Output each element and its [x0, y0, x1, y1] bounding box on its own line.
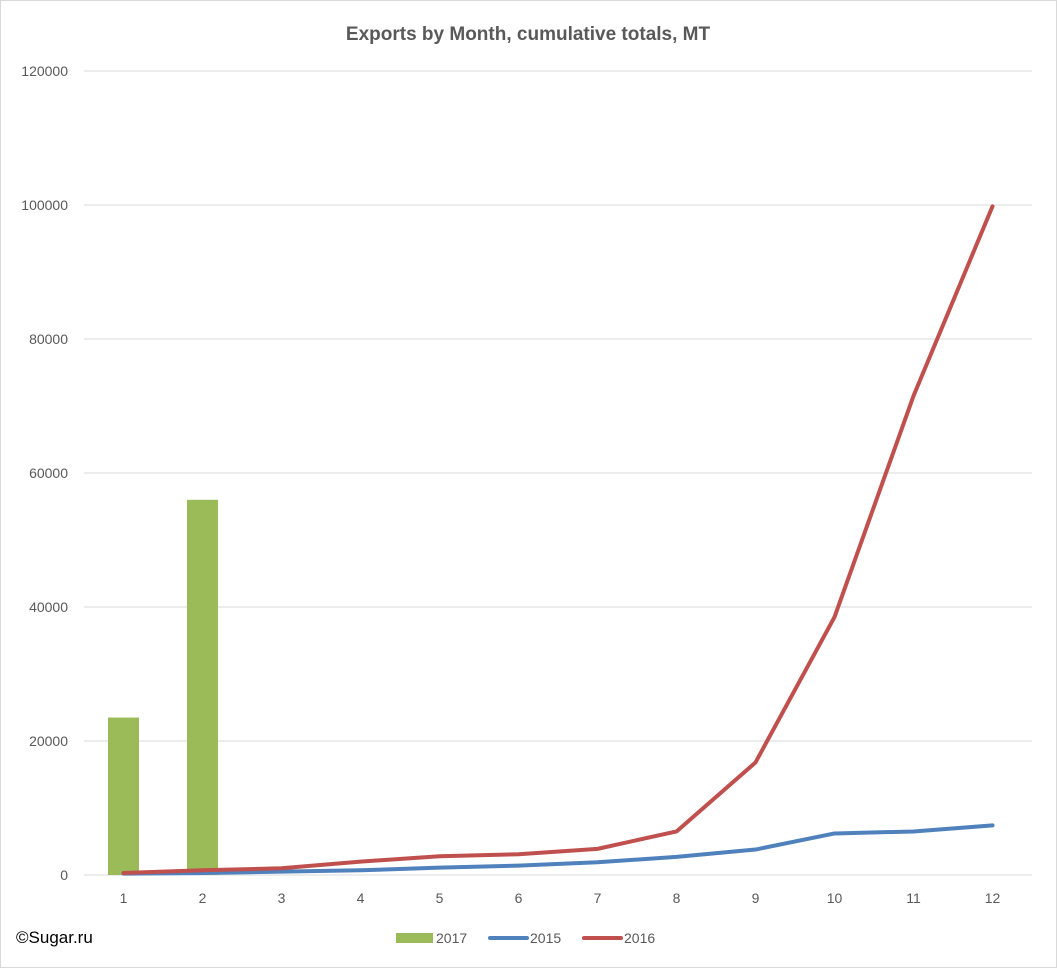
legend-label-2017: 2017 — [436, 930, 467, 946]
x-tick-label: 2 — [199, 890, 207, 906]
x-tick-label: 6 — [515, 890, 523, 906]
y-tick-label: 20000 — [29, 733, 68, 749]
series-lines — [121, 204, 995, 876]
x-tick-label: 10 — [827, 890, 843, 906]
line-2016 — [121, 204, 995, 875]
y-axis-ticks: 0 20000 40000 60000 80000 100000 120000 — [21, 63, 68, 883]
y-tick-label: 120000 — [21, 63, 68, 79]
legend-label-2016: 2016 — [624, 930, 655, 946]
chart-title: Exports by Month, cumulative totals, MT — [346, 24, 711, 45]
bars-2017 — [108, 499, 218, 875]
y-tick-label: 80000 — [29, 331, 68, 347]
y-tick-label: 60000 — [29, 465, 68, 481]
x-tick-label: 4 — [357, 890, 365, 906]
legend-swatch-2017 — [396, 933, 433, 943]
credit-text: ©Sugar.ru — [16, 928, 93, 947]
bar-2017-1 — [108, 717, 139, 875]
x-tick-label: 12 — [985, 890, 1001, 906]
x-tick-label: 11 — [906, 890, 921, 906]
x-tick-label: 8 — [673, 890, 681, 906]
x-axis-ticks: 1 2 3 4 5 6 7 8 9 10 11 12 — [120, 890, 1001, 906]
line-2015 — [121, 823, 995, 876]
y-tick-label: 100000 — [21, 197, 68, 213]
x-tick-label: 1 — [120, 890, 128, 906]
y-tick-label: 40000 — [29, 599, 68, 615]
legend: 2017 2015 2016 — [396, 930, 655, 946]
x-tick-label: 5 — [436, 890, 444, 906]
y-tick-label: 0 — [60, 867, 68, 883]
bar-2017-2 — [187, 499, 218, 875]
x-tick-label: 7 — [594, 890, 602, 906]
gridlines — [84, 70, 1032, 876]
x-tick-label: 3 — [278, 890, 286, 906]
legend-label-2015: 2015 — [530, 930, 561, 946]
x-tick-label: 9 — [752, 890, 760, 906]
